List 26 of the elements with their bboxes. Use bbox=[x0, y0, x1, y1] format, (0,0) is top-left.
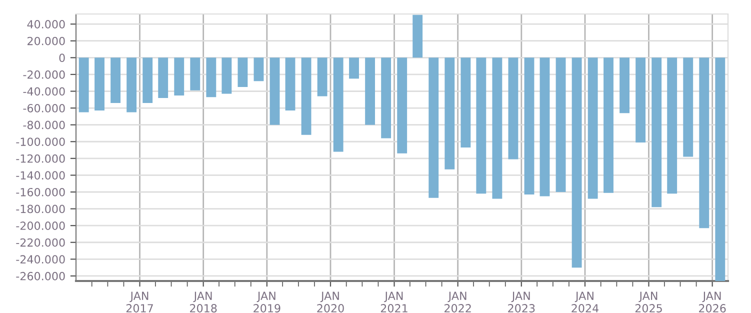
y-tick-label: -260.000 bbox=[16, 272, 65, 280]
y-tick-label: -160.000 bbox=[16, 188, 65, 196]
x-tick-label: JAN 2019 bbox=[254, 292, 280, 312]
y-tick-label: 40.000 bbox=[27, 20, 65, 28]
y-tick-label: -20.000 bbox=[23, 70, 65, 79]
x-tick-label: JAN 2017 bbox=[126, 292, 153, 312]
y-tick-label: -120.000 bbox=[16, 154, 65, 163]
y-tick-label: -240.000 bbox=[16, 255, 65, 264]
y-tick-label: -200.000 bbox=[16, 222, 65, 230]
x-tick-label: JAN 2026 bbox=[699, 292, 726, 312]
y-tick-label: -80.000 bbox=[23, 120, 65, 130]
x-tick-label: JAN 2021 bbox=[380, 292, 408, 312]
x-tick-label: JAN 2020 bbox=[317, 292, 344, 312]
x-tick-label: JAN 2018 bbox=[190, 292, 217, 312]
x-tick-label: JAN 2022 bbox=[444, 292, 471, 312]
y-tick-label: -60.000 bbox=[23, 104, 65, 112]
x-tick-label: JAN 2025 bbox=[635, 292, 662, 312]
x-tick-label: JAN 2023 bbox=[508, 292, 535, 312]
x-tick-label: JAN 2024 bbox=[572, 292, 599, 312]
y-tick-label: -140.000 bbox=[16, 171, 65, 180]
y-tick-label: -180.000 bbox=[16, 204, 65, 214]
y-tick-label: -100.000 bbox=[16, 138, 65, 146]
y-tick-label: 0 bbox=[59, 54, 65, 62]
y-tick-label: -40.000 bbox=[23, 87, 65, 96]
y-tick-label: 20.000 bbox=[28, 36, 65, 46]
y-tick-label: -220.000 bbox=[16, 238, 65, 247]
